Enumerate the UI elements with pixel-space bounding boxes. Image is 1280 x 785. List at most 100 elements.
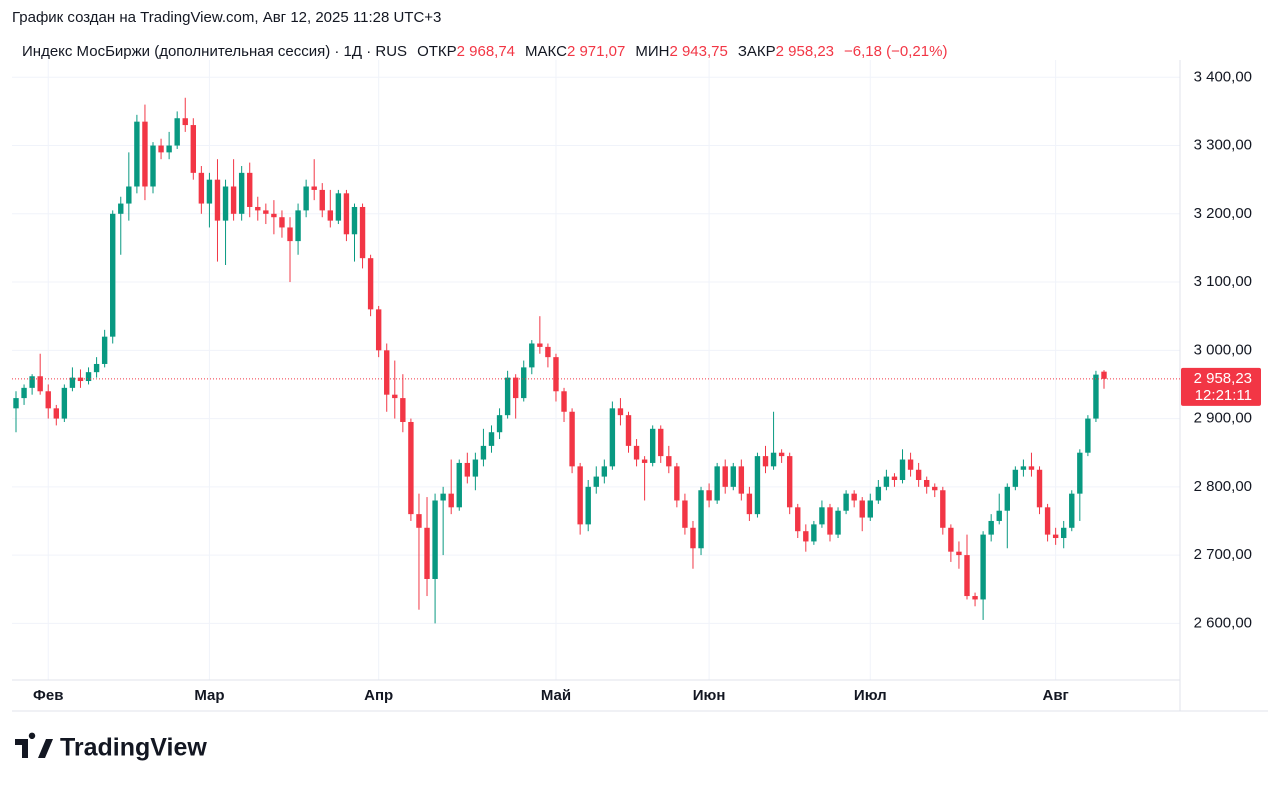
- candle-body: [738, 466, 745, 494]
- chart-title: Индекс МосБиржи (дополнительная сессия) …: [22, 43, 408, 60]
- y-tick-label: 3 400,00: [1194, 68, 1252, 85]
- y-tick-label: 3 200,00: [1194, 205, 1252, 222]
- candle-body: [255, 206, 261, 211]
- candle-body: [730, 466, 736, 487]
- countdown: 12:21:11: [1195, 387, 1252, 404]
- candle-body: [521, 367, 527, 399]
- candle-body: [29, 376, 35, 388]
- y-tick-label: 2 900,00: [1194, 410, 1252, 427]
- candle-body: [222, 186, 229, 221]
- candle-body: [432, 500, 438, 579]
- candle-body: [101, 336, 108, 364]
- candle-body: [279, 217, 285, 228]
- candle-body: [408, 421, 414, 515]
- candle-body: [238, 172, 245, 214]
- price-tag: [1181, 367, 1261, 406]
- candle-body: [633, 445, 640, 460]
- candle-body: [537, 343, 543, 347]
- candle-body: [561, 391, 567, 412]
- candle-body: [351, 206, 358, 235]
- candle-body: [384, 350, 390, 395]
- candle-body: [214, 179, 221, 221]
- candle-body: [263, 210, 269, 214]
- candle-body: [980, 534, 986, 600]
- y-tick-label: 3 300,00: [1194, 137, 1252, 154]
- candle-body: [198, 172, 205, 204]
- candle-body: [972, 596, 978, 600]
- ohlc-value: 2 958,23: [775, 43, 835, 60]
- candle-body: [472, 459, 479, 477]
- candle-body: [625, 415, 632, 446]
- candle-body: [601, 466, 608, 477]
- candle-body: [287, 227, 293, 242]
- ohlc-label: ОТКР: [417, 43, 457, 60]
- candle-body: [359, 206, 366, 259]
- candle-body: [649, 428, 656, 463]
- candle-body: [230, 186, 237, 214]
- candle-body: [53, 408, 59, 419]
- candle-body: [512, 377, 519, 399]
- candle-body: [923, 480, 930, 487]
- candle-body: [907, 459, 914, 470]
- candle-body: [21, 387, 27, 399]
- candle-body: [778, 452, 785, 457]
- candle-body: [37, 376, 43, 392]
- candle-body: [722, 466, 728, 487]
- x-tick-label: Апр: [364, 687, 393, 704]
- candle-body: [400, 398, 406, 422]
- candle-body: [1052, 534, 1059, 539]
- candle-body: [488, 432, 495, 446]
- candle-body: [45, 391, 51, 409]
- candle-body: [1036, 469, 1043, 508]
- candle-body: [585, 486, 591, 525]
- candle-body: [996, 510, 1002, 521]
- candle-body: [867, 500, 873, 518]
- candle-body: [706, 490, 712, 501]
- candle-body: [456, 462, 462, 508]
- candle-body: [343, 193, 350, 235]
- ohlc-value: 2 968,74: [456, 43, 516, 60]
- candle-body: [61, 387, 68, 419]
- candle-body: [1101, 371, 1107, 379]
- candle-body: [593, 476, 599, 487]
- y-tick-label: 2 800,00: [1194, 478, 1252, 495]
- candle-body: [851, 493, 857, 501]
- candle-body: [940, 490, 946, 528]
- candle-body: [658, 428, 664, 457]
- candle-body: [295, 210, 301, 242]
- candle-body: [795, 507, 801, 532]
- candle-body: [1012, 469, 1019, 487]
- x-tick-label: Мар: [194, 687, 224, 704]
- candle-body: [182, 118, 188, 126]
- candle-body: [859, 500, 865, 518]
- candle-body: [367, 258, 374, 310]
- candle-body: [1020, 466, 1027, 470]
- candle-body: [311, 186, 317, 190]
- candle-body: [158, 145, 164, 153]
- candle-body: [327, 210, 334, 221]
- candle-body: [1085, 418, 1091, 453]
- candle-body: [496, 415, 503, 433]
- candle-body: [93, 363, 100, 373]
- candle-body: [126, 186, 132, 204]
- candle-body: [335, 193, 342, 221]
- candle-body: [134, 121, 140, 187]
- candle-body: [1093, 374, 1099, 419]
- candle-body: [762, 456, 769, 467]
- candle-body: [988, 520, 994, 535]
- y-tick-label: 3 000,00: [1194, 341, 1252, 358]
- candle-body: [819, 507, 825, 525]
- candle-body: [1004, 486, 1010, 511]
- candle-body: [843, 493, 849, 511]
- y-tick-label: 3 100,00: [1194, 273, 1252, 290]
- change: −6,18 (−0,21%): [844, 43, 948, 60]
- candle-body: [440, 493, 446, 501]
- price-tag-label: 2 958,23: [1194, 370, 1252, 387]
- candle-body: [247, 172, 253, 207]
- candle-body: [110, 213, 116, 337]
- x-tick-label: Май: [541, 687, 571, 704]
- candle-body: [803, 531, 809, 542]
- candle-body: [641, 459, 648, 463]
